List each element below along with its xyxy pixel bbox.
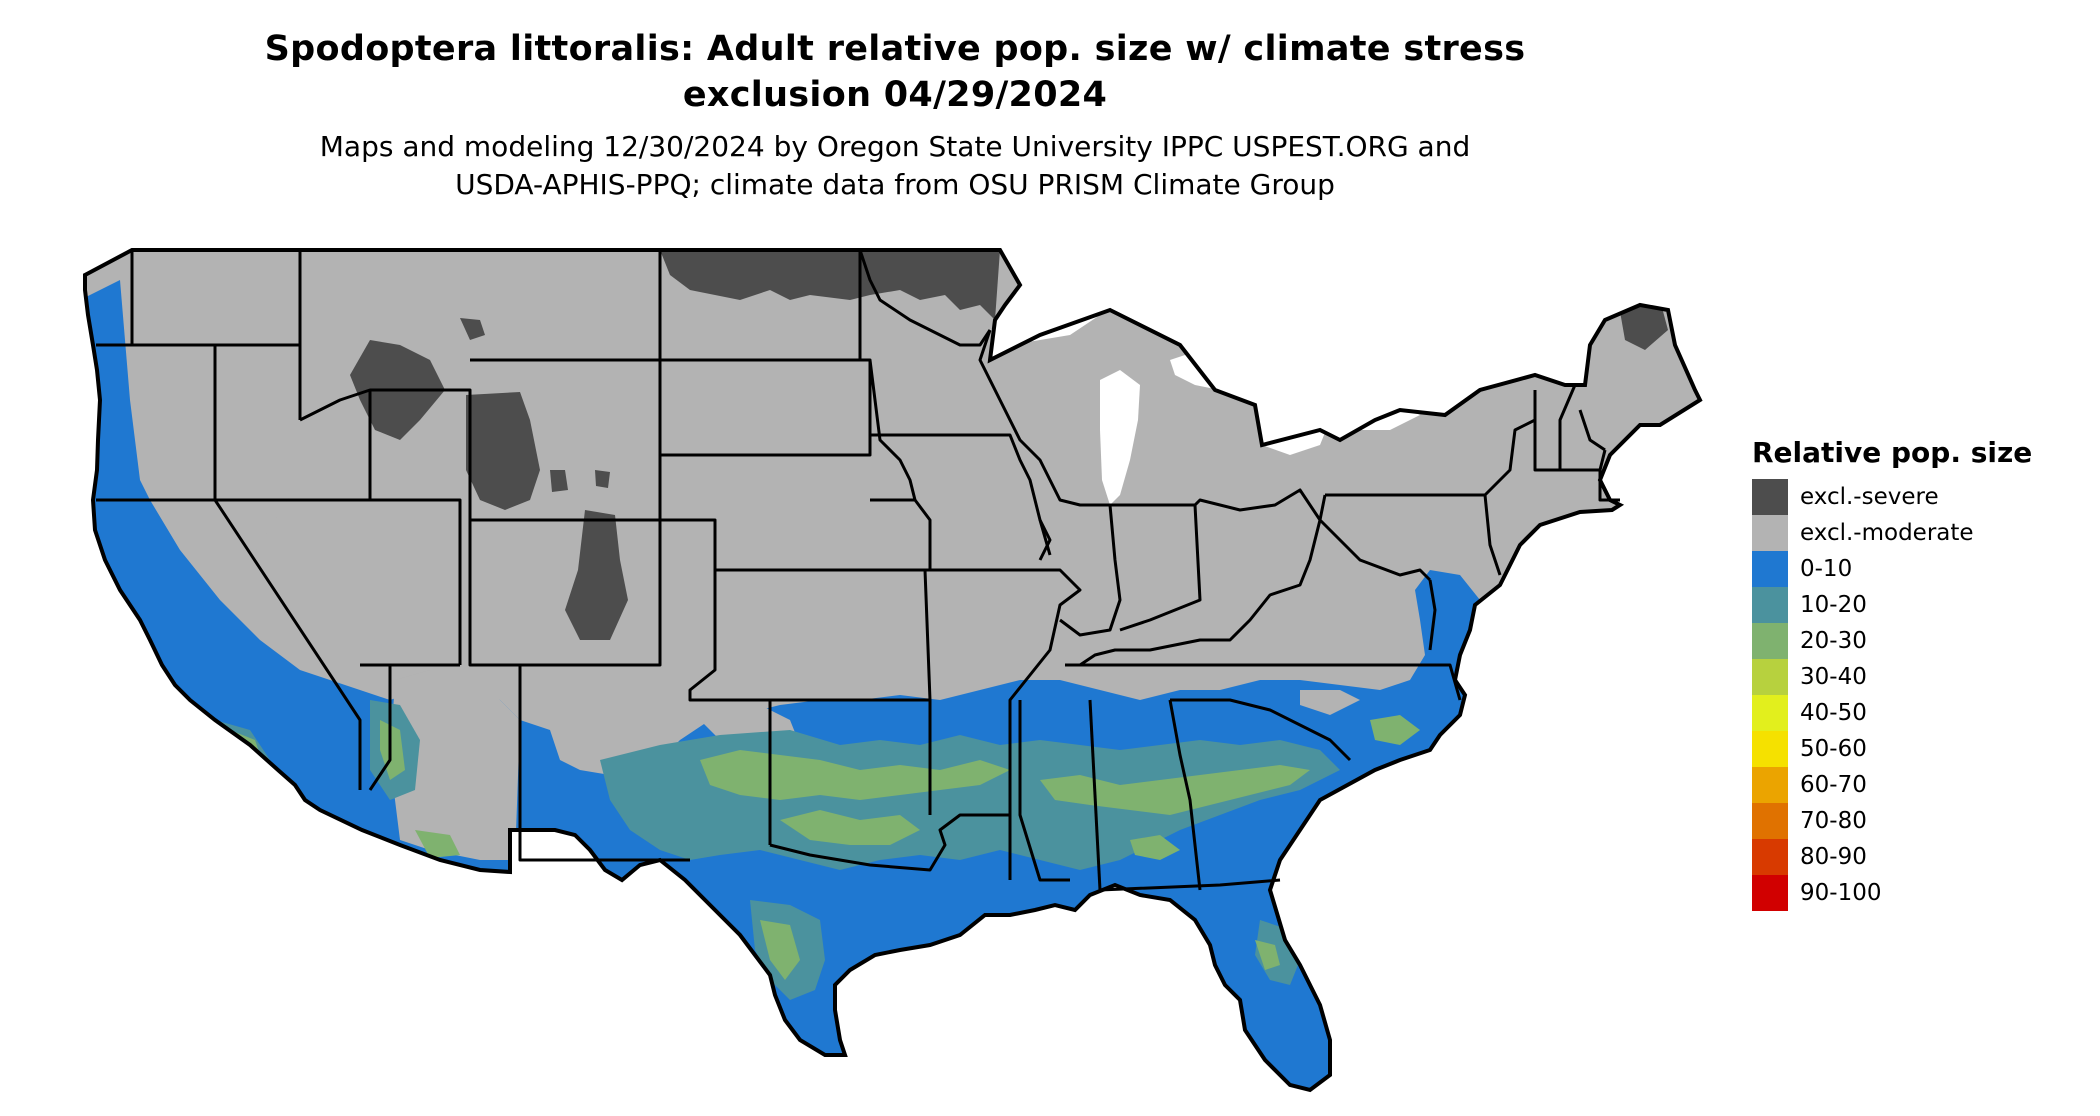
legend-label: 80-90 [1800,844,1867,870]
us-map [83,248,1702,1092]
map-title-line-2: exclusion 04/29/2024 [682,75,1108,115]
legend-swatch [1752,767,1788,803]
legend-item: 40-50 [1752,695,2032,731]
map-subtitle: Maps and modeling 12/30/2024 by Oregon S… [0,128,1790,204]
legend-swatch [1752,479,1788,515]
legend-swatch [1752,659,1788,695]
legend-item: 60-70 [1752,767,2032,803]
legend-swatch [1752,731,1788,767]
legend-swatch [1752,839,1788,875]
legend-label: 0-10 [1800,556,1853,582]
legend-item: 80-90 [1752,839,2032,875]
legend-label: 30-40 [1800,664,1867,690]
legend-swatch [1752,875,1788,911]
legend-item: 10-20 [1752,587,2032,623]
legend-label: excl.-severe [1800,484,1939,510]
legend-label: 10-20 [1800,592,1867,618]
legend-label: 90-100 [1800,880,1882,906]
legend-item: 20-30 [1752,623,2032,659]
legend-swatch [1752,515,1788,551]
legend-label: 40-50 [1800,700,1867,726]
legend-label: excl.-moderate [1800,520,1974,546]
legend: Relative pop. size excl.-severe excl.-mod… [1752,435,2032,911]
legend-item: 30-40 [1752,659,2032,695]
legend-swatch [1752,695,1788,731]
severe-zones [350,250,1668,640]
legend-label: 60-70 [1800,772,1867,798]
map-subtitle-line-2: USDA-APHIS-PPQ; climate data from OSU PR… [455,168,1335,201]
legend-item: 50-60 [1752,731,2032,767]
legend-item: 90-100 [1752,875,2032,911]
legend-swatch [1752,587,1788,623]
map-subtitle-line-1: Maps and modeling 12/30/2024 by Oregon S… [319,130,1471,163]
legend-item: excl.-severe [1752,479,2032,515]
legend-label: 50-60 [1800,736,1867,762]
legend-label: 70-80 [1800,808,1867,834]
legend-item: 70-80 [1752,803,2032,839]
legend-swatch [1752,623,1788,659]
state-borders [96,249,1620,892]
legend-swatch [1752,803,1788,839]
map-title-line-1: Spodoptera littoralis: Adult relative po… [264,29,1526,69]
legend-label: 20-30 [1800,628,1867,654]
legend-items: excl.-severe excl.-moderate 0-10 10-20 20-30… [1752,479,2032,911]
map-title: Spodoptera littoralis: Adult relative po… [0,26,1790,118]
legend-item: excl.-moderate [1752,515,2032,551]
legend-swatch [1752,551,1788,587]
legend-title: Relative pop. size [1752,436,2033,469]
legend-item: 0-10 [1752,551,2032,587]
